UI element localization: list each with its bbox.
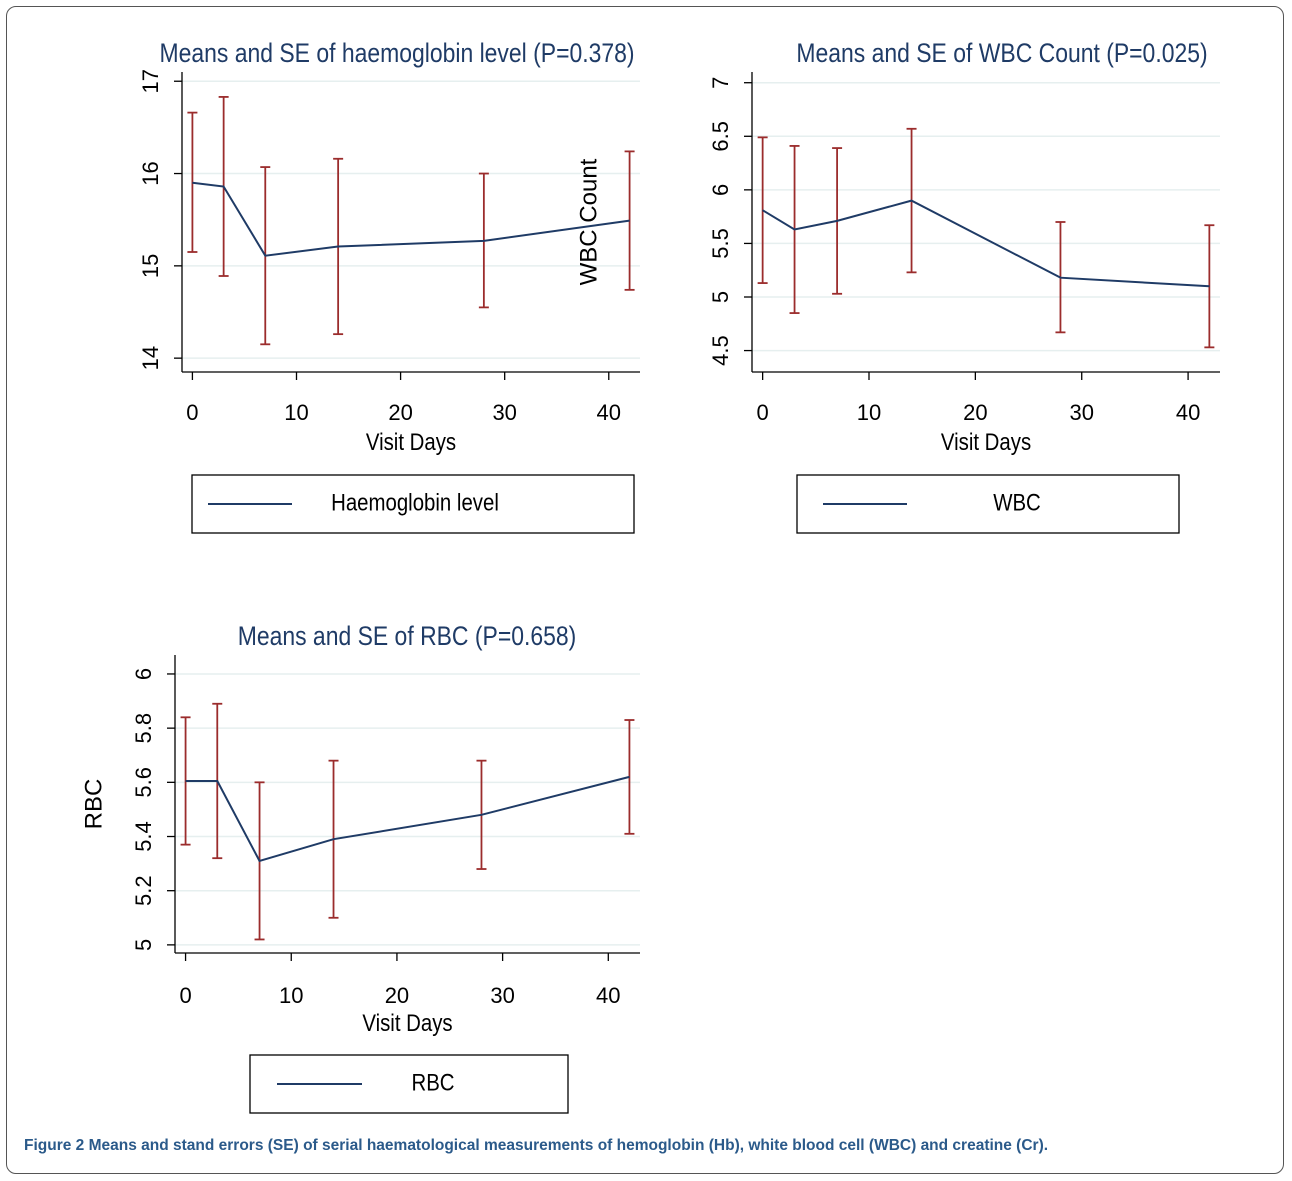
x-axis-title: Visit Days	[366, 428, 456, 455]
chart-title: Means and SE of WBC Count (P=0.025)	[796, 38, 1207, 68]
x-tick-label: 30	[1069, 400, 1093, 425]
caption-text: Means and stand errors (SE) of serial ha…	[84, 1137, 1049, 1154]
chart-title: Means and SE of RBC (P=0.658)	[238, 621, 577, 651]
figure-caption: Figure 2 Means and stand errors (SE) of …	[24, 1137, 1284, 1155]
stray-axis-label: WBC Count	[575, 158, 602, 285]
y-tick-label: 5.5	[708, 228, 733, 259]
x-tick-label: 20	[388, 400, 412, 425]
legend-label: WBC	[993, 489, 1041, 516]
x-tick-label: 20	[963, 400, 987, 425]
figure-frame	[6, 6, 1284, 1174]
x-tick-label: 40	[1176, 400, 1200, 425]
series-line	[762, 199, 1210, 288]
x-tick-label: 40	[597, 400, 621, 425]
legend-label: RBC	[411, 1069, 454, 1096]
x-tick-label: 30	[490, 983, 514, 1008]
y-axis-title: RBC	[80, 779, 107, 830]
chart-title: Means and SE of haemoglobin level (P=0.3…	[159, 38, 634, 68]
y-tick-label: 5.8	[131, 713, 156, 744]
x-tick-label: 30	[492, 400, 516, 425]
y-tick-label: 7	[708, 77, 733, 89]
y-tick-label: 16	[138, 161, 163, 185]
x-axis-title: Visit Days	[362, 1009, 452, 1036]
x-tick-label: 0	[757, 400, 769, 425]
series-line	[185, 775, 630, 863]
x-tick-label: 20	[385, 983, 409, 1008]
y-tick-label: 14	[138, 346, 163, 370]
y-tick-label: 5.6	[131, 767, 156, 798]
x-tick-label: 10	[284, 400, 308, 425]
y-tick-label: 5	[708, 291, 733, 303]
y-tick-label: 5	[131, 939, 156, 951]
x-axis-title: Visit Days	[941, 428, 1031, 455]
y-tick-label: 5.4	[131, 821, 156, 852]
caption-label: Figure 2	[24, 1137, 85, 1154]
x-tick-label: 40	[596, 983, 620, 1008]
y-tick-label: 6.5	[708, 121, 733, 152]
series-line	[192, 181, 630, 257]
y-tick-label: 15	[138, 254, 163, 278]
legend-label: Haemoglobin level	[331, 489, 499, 516]
x-tick-label: 0	[186, 400, 198, 425]
y-tick-label: 6	[131, 668, 156, 680]
x-tick-label: 10	[279, 983, 303, 1008]
y-tick-label: 6	[708, 184, 733, 196]
x-tick-label: 0	[179, 983, 191, 1008]
y-tick-label: 5.2	[131, 875, 156, 906]
y-tick-label: 4.5	[708, 335, 733, 366]
x-tick-label: 10	[857, 400, 881, 425]
y-tick-label: 17	[138, 69, 163, 93]
